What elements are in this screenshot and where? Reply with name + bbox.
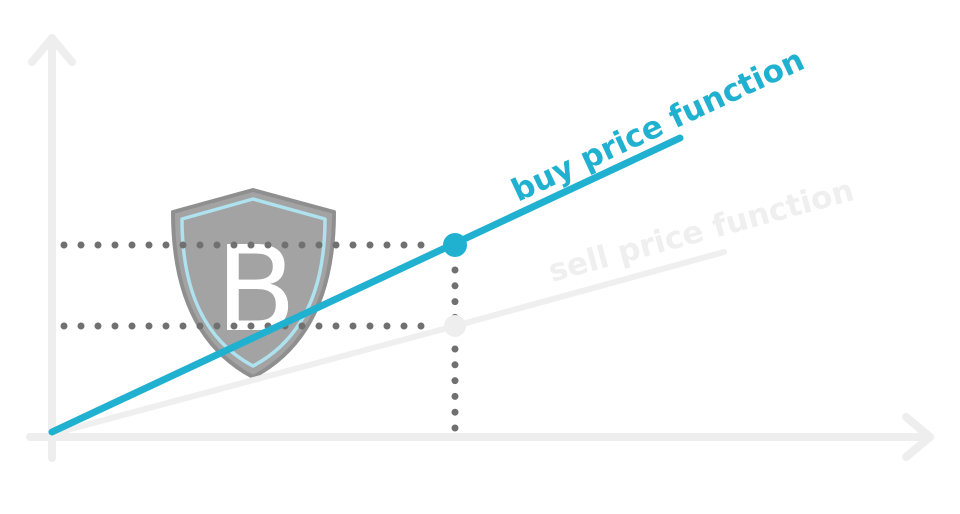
- sell-price-point: [444, 315, 466, 337]
- axes: [26, 34, 934, 462]
- sell-price-label-underline: [452, 249, 727, 329]
- guide-lines: [60, 241, 459, 432]
- shield-icon: B: [171, 188, 336, 379]
- buy-price-point: [443, 233, 467, 257]
- buy-price-line: [48, 134, 684, 436]
- x-axis-arrowhead: [902, 413, 934, 461]
- buy-price-label: buy price function: [506, 42, 810, 209]
- shield-inner-border: [180, 197, 327, 368]
- y-axis-arrowhead: [28, 34, 76, 66]
- sell-price-line: [49, 323, 458, 437]
- sell-price-label: sell price function: [545, 172, 858, 289]
